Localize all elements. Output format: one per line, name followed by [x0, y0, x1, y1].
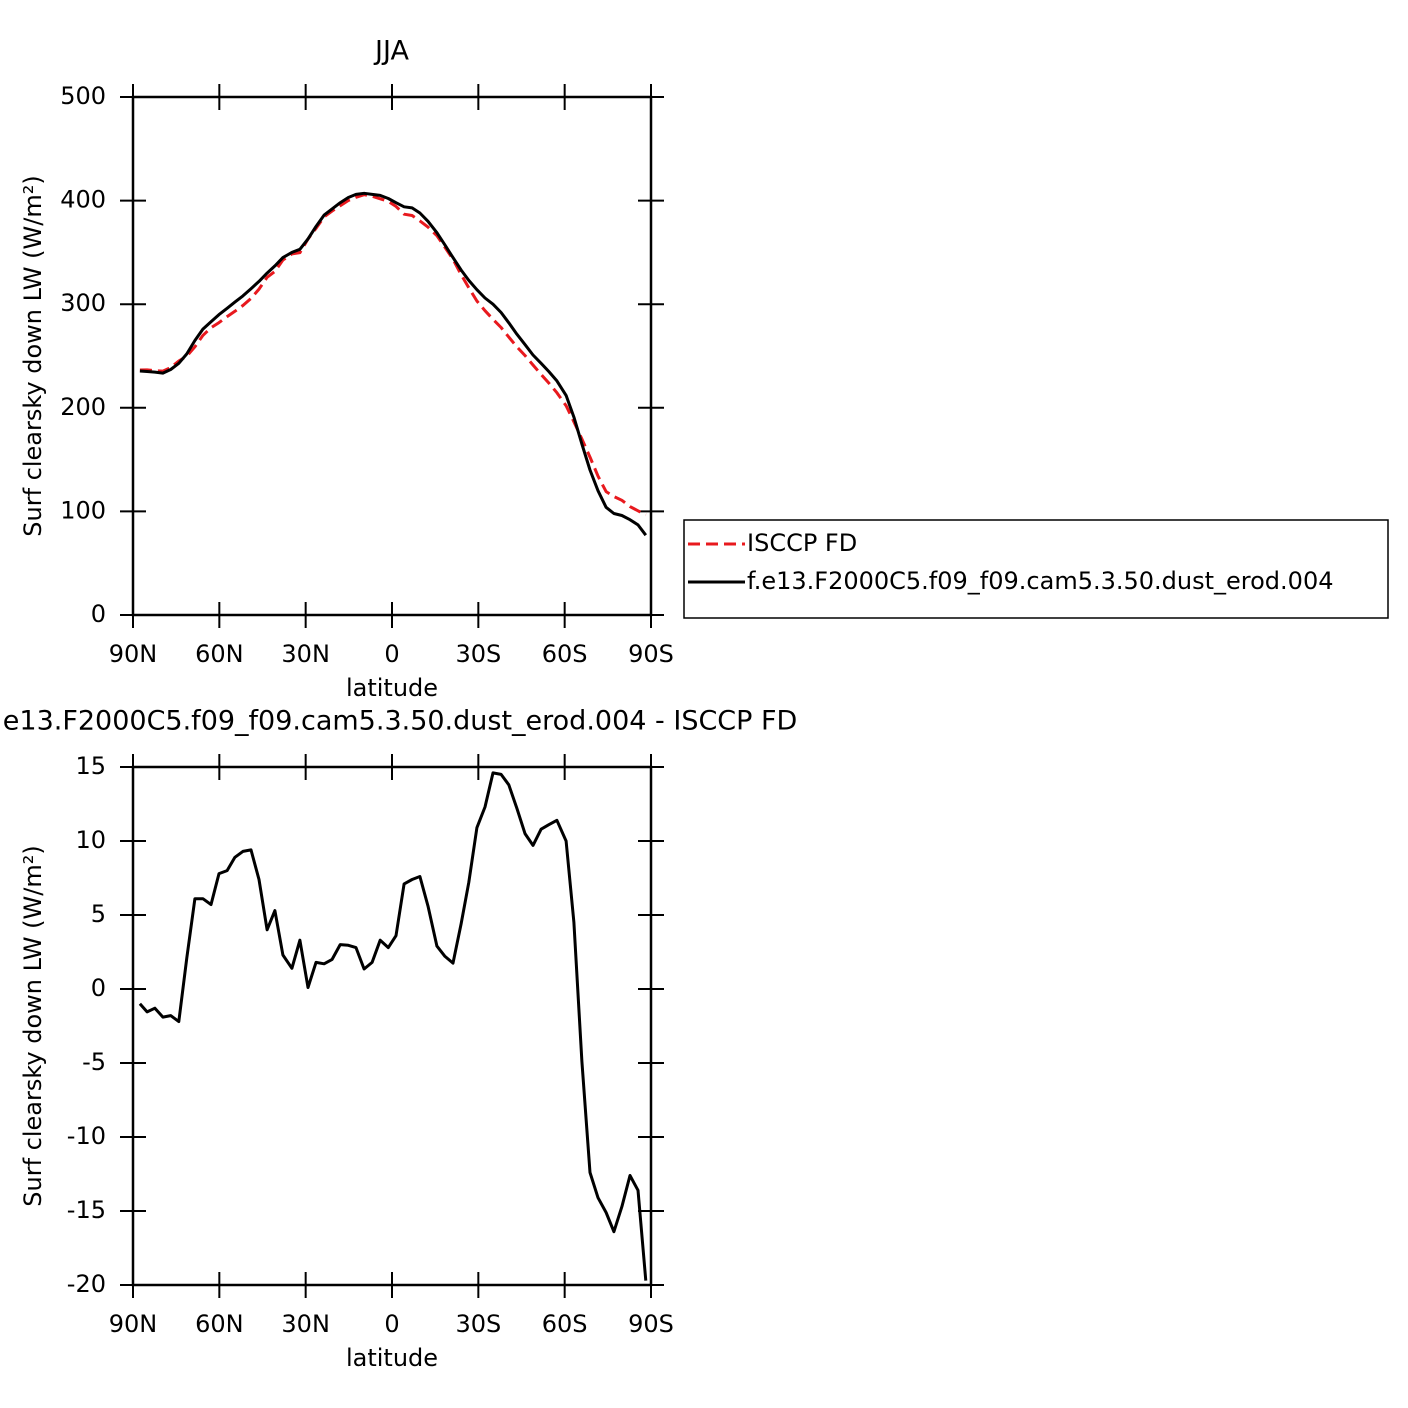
legend-label: f.e13.F2000C5.f09_f09.cam5.3.50.dust_ero… — [747, 567, 1333, 595]
x-axis-label: latitude — [346, 1344, 438, 1372]
x-tick-label: 90S — [628, 640, 674, 668]
plot-frame — [131, 95, 653, 617]
chart-title: JJA — [373, 36, 409, 67]
data-line — [139, 193, 647, 517]
y-tick-label: 200 — [60, 393, 106, 421]
x-tick-label: 90N — [109, 1310, 158, 1338]
y-tick-label: -20 — [67, 1270, 106, 1298]
y-tick-label: -5 — [82, 1048, 106, 1076]
legend-label: ISCCP FD — [747, 529, 857, 557]
panel: f.e13.F2000C5.f09_f09.cam5.3.50.dust_ero… — [0, 706, 797, 1373]
panel: JJA 0 100 200 300 400 500 90N 60N 30N 0 30S 60S 90S la… — [19, 36, 1389, 702]
x-tick-label: 30N — [281, 640, 330, 668]
x-tick-label: 60N — [195, 640, 244, 668]
legend-box — [683, 519, 1389, 619]
x-tick-label: 30S — [455, 640, 501, 668]
y-axis-label: Surf clearsky down LW (W/m²) — [19, 175, 47, 536]
x-tick-label: 30N — [281, 1310, 330, 1338]
y-tick-label: 100 — [60, 496, 106, 524]
x-tick-label: 60S — [542, 1310, 588, 1338]
x-tick-label: 0 — [384, 1310, 399, 1338]
y-tick-label: 400 — [60, 186, 106, 214]
chart-title: f.e13.F2000C5.f09_f09.cam5.3.50.dust_ero… — [0, 706, 797, 737]
y-axis-label: Surf clearsky down LW (W/m²) — [19, 845, 47, 1206]
y-tick-label: 5 — [91, 900, 106, 928]
x-axis-label: latitude — [346, 674, 438, 702]
x-tick-label: 60S — [542, 640, 588, 668]
x-tick-label: 90N — [109, 640, 158, 668]
x-tick-label: 0 — [384, 640, 399, 668]
plot-frame — [131, 765, 653, 1287]
y-tick-label: 10 — [75, 826, 106, 854]
y-tick-label: 500 — [60, 82, 106, 110]
y-tick-label: 300 — [60, 289, 106, 317]
y-tick-label: 0 — [91, 600, 106, 628]
y-tick-label: -15 — [67, 1196, 106, 1224]
y-tick-label: 15 — [75, 752, 106, 780]
x-tick-label: 60N — [195, 1310, 244, 1338]
data-line — [138, 771, 648, 1281]
data-line — [139, 191, 647, 537]
x-tick-label: 30S — [455, 1310, 501, 1338]
y-tick-label: -10 — [67, 1122, 106, 1150]
y-tick-label: 0 — [91, 974, 106, 1002]
x-tick-label: 90S — [628, 1310, 674, 1338]
